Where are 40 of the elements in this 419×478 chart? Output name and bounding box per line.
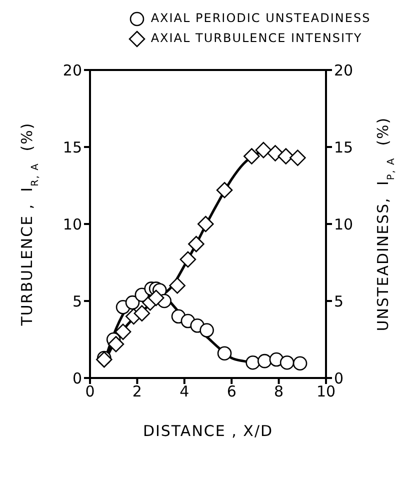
point bbox=[148, 290, 164, 306]
point bbox=[267, 145, 284, 162]
point bbox=[217, 346, 232, 361]
point bbox=[125, 295, 140, 310]
point bbox=[134, 305, 150, 322]
x-tick-label: 0 bbox=[85, 382, 95, 401]
y-tick-label: 5 bbox=[72, 292, 82, 310]
x-tick-label: 10 bbox=[316, 382, 336, 401]
point bbox=[108, 336, 124, 352]
y2-tick-label: 15 bbox=[334, 138, 354, 156]
point bbox=[216, 182, 233, 198]
y2-tick-label: 20 bbox=[334, 61, 354, 80]
point bbox=[197, 216, 214, 232]
point bbox=[180, 251, 196, 268]
y-tick-label: 15 bbox=[62, 138, 82, 156]
legend-label: AXIAL TURBULENCE INTENSITY bbox=[150, 31, 362, 45]
x-tick-label: 2 bbox=[132, 382, 142, 401]
y-tick-label: 10 bbox=[62, 215, 82, 234]
y2-tick-label: 0 bbox=[334, 369, 344, 388]
point bbox=[244, 148, 260, 164]
point bbox=[257, 354, 272, 368]
point bbox=[278, 148, 294, 164]
point bbox=[188, 236, 204, 252]
point bbox=[114, 324, 132, 340]
point bbox=[255, 142, 272, 158]
point bbox=[246, 355, 260, 370]
y2-tick-label: 10 bbox=[334, 215, 354, 234]
x-axis-title: DISTANCE , X/D bbox=[142, 422, 274, 440]
y2-tick-label: 5 bbox=[334, 292, 344, 310]
x-tick-label: 4 bbox=[180, 382, 190, 401]
point bbox=[290, 150, 306, 166]
y-tick-label: 20 bbox=[62, 61, 82, 80]
point bbox=[169, 277, 186, 294]
point bbox=[292, 356, 308, 371]
legend-label: AXIAL PERIODIC UNSTEADINESS bbox=[150, 11, 371, 25]
y-tick-label: 0 bbox=[72, 369, 82, 388]
x-tick-label: 6 bbox=[226, 382, 236, 401]
point bbox=[280, 355, 294, 370]
x-tick-label: 8 bbox=[274, 382, 284, 401]
point bbox=[200, 323, 214, 338]
